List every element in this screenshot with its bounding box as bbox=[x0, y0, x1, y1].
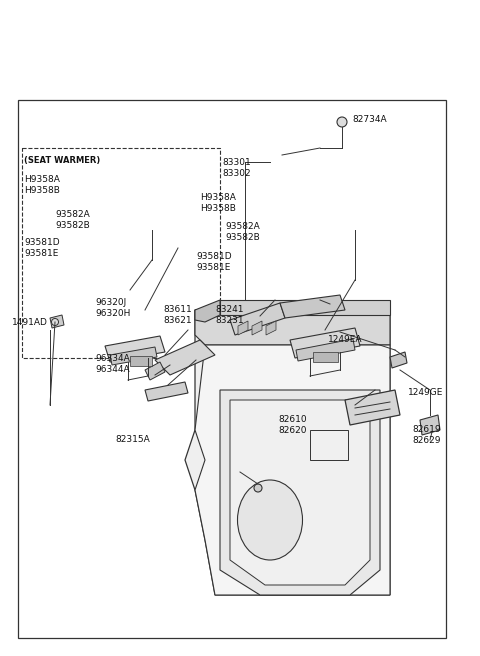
Polygon shape bbox=[105, 336, 165, 362]
Polygon shape bbox=[390, 352, 407, 368]
Text: 82610
82620: 82610 82620 bbox=[278, 415, 307, 435]
Polygon shape bbox=[230, 400, 370, 585]
Polygon shape bbox=[195, 345, 390, 595]
Text: 83301
83302: 83301 83302 bbox=[222, 158, 251, 178]
Polygon shape bbox=[266, 321, 276, 335]
Bar bbox=[22, 148, 220, 358]
Bar bbox=[313, 352, 338, 362]
Ellipse shape bbox=[238, 480, 302, 560]
Text: 93582A
93582B: 93582A 93582B bbox=[225, 222, 260, 242]
Polygon shape bbox=[220, 390, 380, 595]
Text: 83241
83231: 83241 83231 bbox=[215, 305, 244, 325]
Polygon shape bbox=[220, 300, 390, 315]
Text: 93581D
93581E: 93581D 93581E bbox=[196, 252, 232, 272]
Text: 82619
82629: 82619 82629 bbox=[412, 425, 441, 445]
Text: (SEAT WARMER): (SEAT WARMER) bbox=[24, 156, 100, 165]
Text: 1491AD: 1491AD bbox=[12, 318, 48, 327]
Text: 83611
83621: 83611 83621 bbox=[163, 305, 192, 325]
Polygon shape bbox=[185, 310, 390, 595]
Polygon shape bbox=[280, 295, 345, 318]
Text: 1249EA: 1249EA bbox=[328, 335, 362, 344]
Text: 1249GE: 1249GE bbox=[408, 388, 444, 397]
Text: 93582A
93582B: 93582A 93582B bbox=[55, 210, 90, 230]
Polygon shape bbox=[230, 303, 285, 335]
Bar bbox=[310, 430, 348, 460]
Text: 82734A: 82734A bbox=[352, 115, 386, 124]
Polygon shape bbox=[290, 328, 360, 358]
Polygon shape bbox=[50, 315, 64, 328]
Text: 93581D
93581E: 93581D 93581E bbox=[24, 238, 60, 258]
Text: 96320J
96320H: 96320J 96320H bbox=[95, 298, 131, 318]
Circle shape bbox=[51, 319, 59, 325]
Polygon shape bbox=[110, 347, 157, 365]
Polygon shape bbox=[420, 415, 440, 435]
Text: H9358A
H9358B: H9358A H9358B bbox=[200, 193, 236, 213]
Polygon shape bbox=[195, 300, 220, 322]
Polygon shape bbox=[145, 382, 188, 401]
Text: H9358A
H9358B: H9358A H9358B bbox=[24, 175, 60, 195]
Circle shape bbox=[254, 484, 262, 492]
Polygon shape bbox=[145, 362, 165, 380]
Circle shape bbox=[337, 117, 347, 127]
Polygon shape bbox=[345, 390, 400, 425]
Polygon shape bbox=[296, 339, 355, 361]
Polygon shape bbox=[238, 321, 248, 335]
Text: 82315A: 82315A bbox=[115, 435, 150, 444]
Bar bbox=[18, 100, 446, 638]
Polygon shape bbox=[155, 340, 215, 375]
Polygon shape bbox=[195, 310, 390, 345]
Polygon shape bbox=[252, 321, 262, 335]
Bar bbox=[130, 356, 152, 366]
Text: 96334A
96344A: 96334A 96344A bbox=[95, 354, 130, 374]
